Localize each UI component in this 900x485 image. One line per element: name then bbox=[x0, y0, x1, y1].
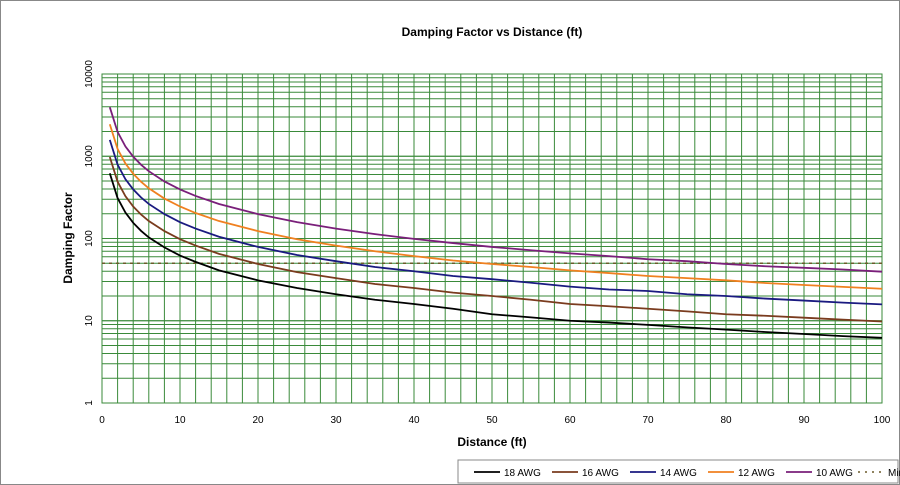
legend-label: Min Damp bbox=[888, 468, 900, 479]
x-tick-label: 30 bbox=[330, 415, 342, 426]
x-tick-label: 10 bbox=[174, 415, 186, 426]
y-tick-label: 10000 bbox=[84, 60, 95, 88]
series-18-awg bbox=[108, 173, 883, 339]
x-tick-label: 40 bbox=[408, 415, 420, 426]
y-tick-label: 100 bbox=[84, 230, 95, 247]
y-axis-label: Damping Factor bbox=[61, 192, 75, 284]
legend: 18 AWG 16 AWG 14 AWG 12 AWG 10 AWG Min Damp bbox=[457, 459, 900, 484]
chart-title: Damping Factor vs Distance (ft) bbox=[402, 25, 583, 39]
x-tick-label: 60 bbox=[564, 415, 576, 426]
grid bbox=[101, 73, 883, 404]
x-tick-label: 70 bbox=[642, 415, 654, 426]
legend-label: 16 AWG bbox=[582, 468, 619, 479]
series-16-awg bbox=[108, 156, 883, 323]
plot-area-border bbox=[101, 73, 883, 404]
legend-label: 18 AWG bbox=[504, 468, 541, 479]
series-group bbox=[102, 106, 883, 339]
legend-label: 14 AWG bbox=[660, 468, 697, 479]
y-tick-label: 1000 bbox=[84, 145, 95, 168]
x-tick-label: 80 bbox=[720, 415, 732, 426]
legend-label: 12 AWG bbox=[738, 468, 775, 479]
y-tick-label: 10 bbox=[84, 315, 95, 327]
x-tick-label: 50 bbox=[486, 415, 498, 426]
legend-label: 10 AWG bbox=[816, 468, 853, 479]
series-12-awg bbox=[108, 123, 883, 290]
x-tick-label: 100 bbox=[874, 415, 891, 426]
series-14-awg bbox=[108, 139, 883, 306]
series-10-awg bbox=[108, 106, 883, 273]
x-tick-label: 90 bbox=[798, 415, 810, 426]
legend-box bbox=[457, 459, 899, 484]
x-axis-label: Distance (ft) bbox=[457, 435, 526, 449]
y-tick-label: 1 bbox=[84, 400, 95, 406]
x-tick-label: 0 bbox=[99, 415, 105, 426]
x-tick-label: 20 bbox=[252, 415, 264, 426]
